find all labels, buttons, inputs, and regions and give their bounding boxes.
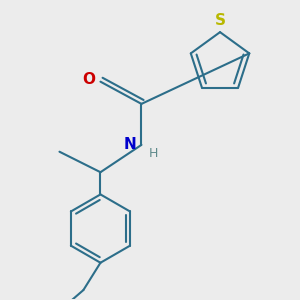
- Text: S: S: [214, 13, 226, 28]
- Text: N: N: [124, 137, 136, 152]
- Text: H: H: [148, 147, 158, 160]
- Text: O: O: [82, 73, 95, 88]
